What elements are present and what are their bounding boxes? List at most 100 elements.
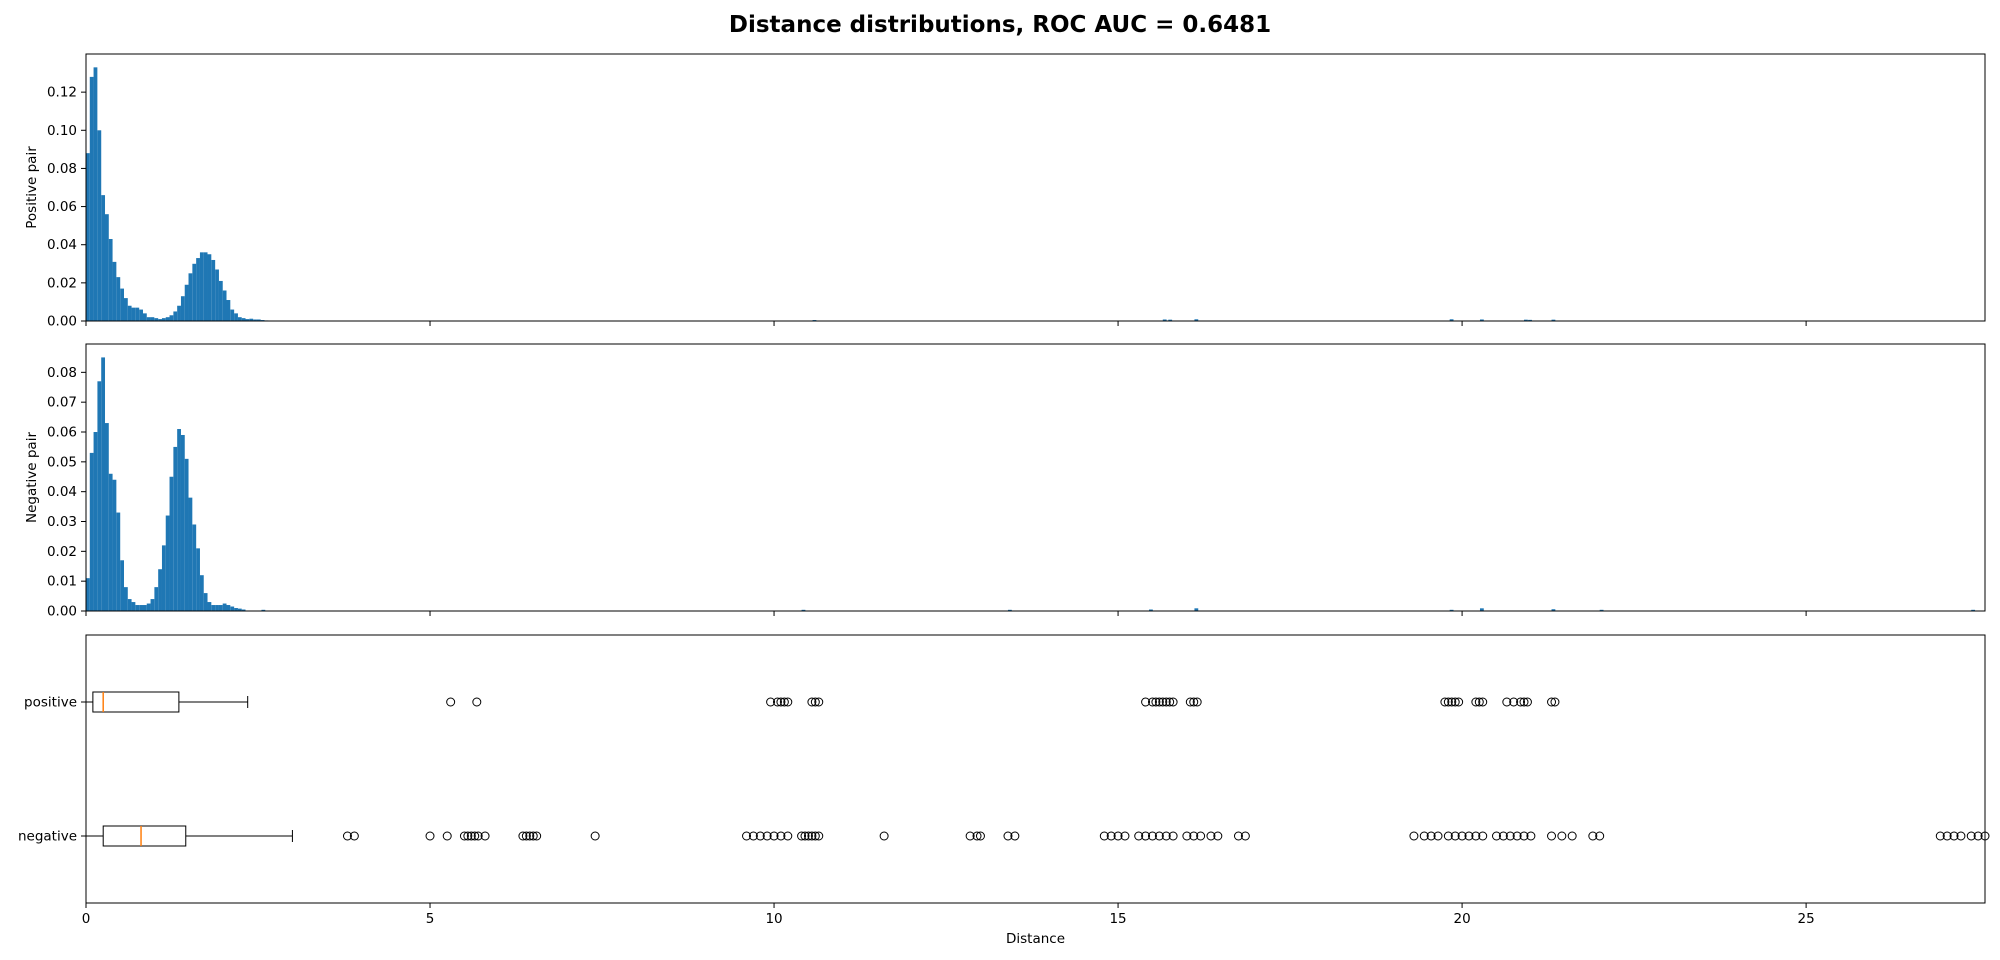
y-tick-label-positive: positive <box>24 695 77 711</box>
histogram-bar <box>234 608 238 611</box>
histogram-bar <box>154 587 159 611</box>
x-tick-label: 5 <box>426 911 435 927</box>
outlier-point <box>1526 831 1536 841</box>
y-tick-label: 0.00 <box>47 604 77 620</box>
axes-frame <box>85 53 1986 322</box>
histogram-bar <box>188 273 193 321</box>
histogram-bar <box>116 277 121 321</box>
outlier-point <box>1206 831 1216 841</box>
outlier-point <box>1956 831 1966 841</box>
outlier-point <box>1113 831 1123 841</box>
outlier-point <box>518 831 528 841</box>
histogram-bar <box>86 153 90 321</box>
outlier-point <box>472 697 482 707</box>
outlier-point <box>1519 697 1529 707</box>
outlier-point <box>1426 831 1436 841</box>
histogram-bar <box>180 434 185 611</box>
outlier-point <box>769 831 779 841</box>
outlier-point <box>521 831 531 841</box>
histogram-bar <box>165 515 170 611</box>
outlier-point <box>349 831 359 841</box>
histogram-bar <box>234 313 238 321</box>
outlier-point <box>1168 697 1178 707</box>
histogram-bar <box>161 318 166 321</box>
histogram-bar <box>146 317 151 321</box>
outlier-point <box>772 697 782 707</box>
histogram-bar <box>108 473 113 611</box>
outlier-point <box>1192 697 1202 707</box>
outlier-point <box>1182 831 1192 841</box>
histogram-bar <box>135 605 140 611</box>
histogram-bar <box>199 252 204 321</box>
outlier-point <box>590 831 600 841</box>
histogram-bar <box>120 560 124 611</box>
histogram-bar <box>112 479 117 611</box>
histogram-bar <box>139 309 143 321</box>
histogram-bar <box>1168 319 1173 321</box>
histogram-bar <box>237 608 242 611</box>
histogram-bar <box>1449 319 1454 321</box>
histogram-bar <box>226 605 231 611</box>
histogram-bar <box>93 432 98 611</box>
outlier-point <box>810 831 820 841</box>
outlier-point <box>797 831 807 841</box>
outlier-point <box>1942 831 1952 841</box>
outlier-point <box>1189 697 1199 707</box>
y-tick-label: 0.02 <box>47 544 77 560</box>
histogram-bar <box>158 569 162 611</box>
outlier-point <box>1158 697 1168 707</box>
outlier-point <box>776 697 786 707</box>
histogram-bar <box>1971 609 1976 611</box>
histogram-bar <box>203 593 208 611</box>
outlier-point <box>1471 697 1481 707</box>
iqr-box <box>102 825 187 847</box>
histogram-bar <box>150 317 155 321</box>
outlier-point <box>1450 697 1460 707</box>
outlier-point <box>459 831 469 841</box>
histogram-bar <box>241 318 246 321</box>
outlier-point <box>1595 831 1605 841</box>
histogram-bar <box>112 261 117 321</box>
outlier-point <box>1454 697 1464 707</box>
outlier-point <box>1966 831 1976 841</box>
histogram-bar <box>211 259 216 321</box>
outlier-point <box>1240 831 1250 841</box>
y-tick-label: 0.05 <box>47 454 77 470</box>
outlier-point <box>1433 831 1443 841</box>
outlier-point <box>783 697 793 707</box>
outlier-point <box>480 831 490 841</box>
outlier-point <box>1522 697 1532 707</box>
outlier-point <box>972 831 982 841</box>
outlier-point <box>1168 831 1178 841</box>
outlier-point <box>742 831 752 841</box>
outlier-point <box>1450 831 1460 841</box>
x-tick-label: 0 <box>82 911 91 927</box>
y-tick-label: 0.04 <box>47 237 77 253</box>
histogram-bar <box>101 195 106 321</box>
histogram-bar <box>86 578 90 611</box>
histogram-bar <box>196 548 200 611</box>
outlier-point <box>762 831 772 841</box>
histogram-bar <box>89 452 94 611</box>
histogram-bar <box>104 214 109 321</box>
histogram-bar <box>249 318 254 321</box>
histogram-bar <box>177 429 181 611</box>
histogram-bar <box>1149 609 1153 611</box>
outlier-point <box>1474 697 1484 707</box>
outlier-point <box>803 831 813 841</box>
histogram-bar <box>192 524 197 611</box>
histogram-bar <box>104 423 109 611</box>
outlier-point <box>1141 697 1151 707</box>
histogram-bar <box>1599 609 1604 611</box>
y-tick-label: 0.03 <box>47 514 77 530</box>
histogram-bar <box>184 458 189 611</box>
histogram-bar <box>146 603 151 611</box>
histogram-bar <box>131 602 136 611</box>
histogram-bar <box>218 280 223 321</box>
histogram-bar <box>1449 609 1454 611</box>
outlier-point <box>1141 831 1151 841</box>
outlier-point <box>1478 697 1488 707</box>
histogram-bar <box>127 599 132 611</box>
outlier-point <box>1949 831 1959 841</box>
